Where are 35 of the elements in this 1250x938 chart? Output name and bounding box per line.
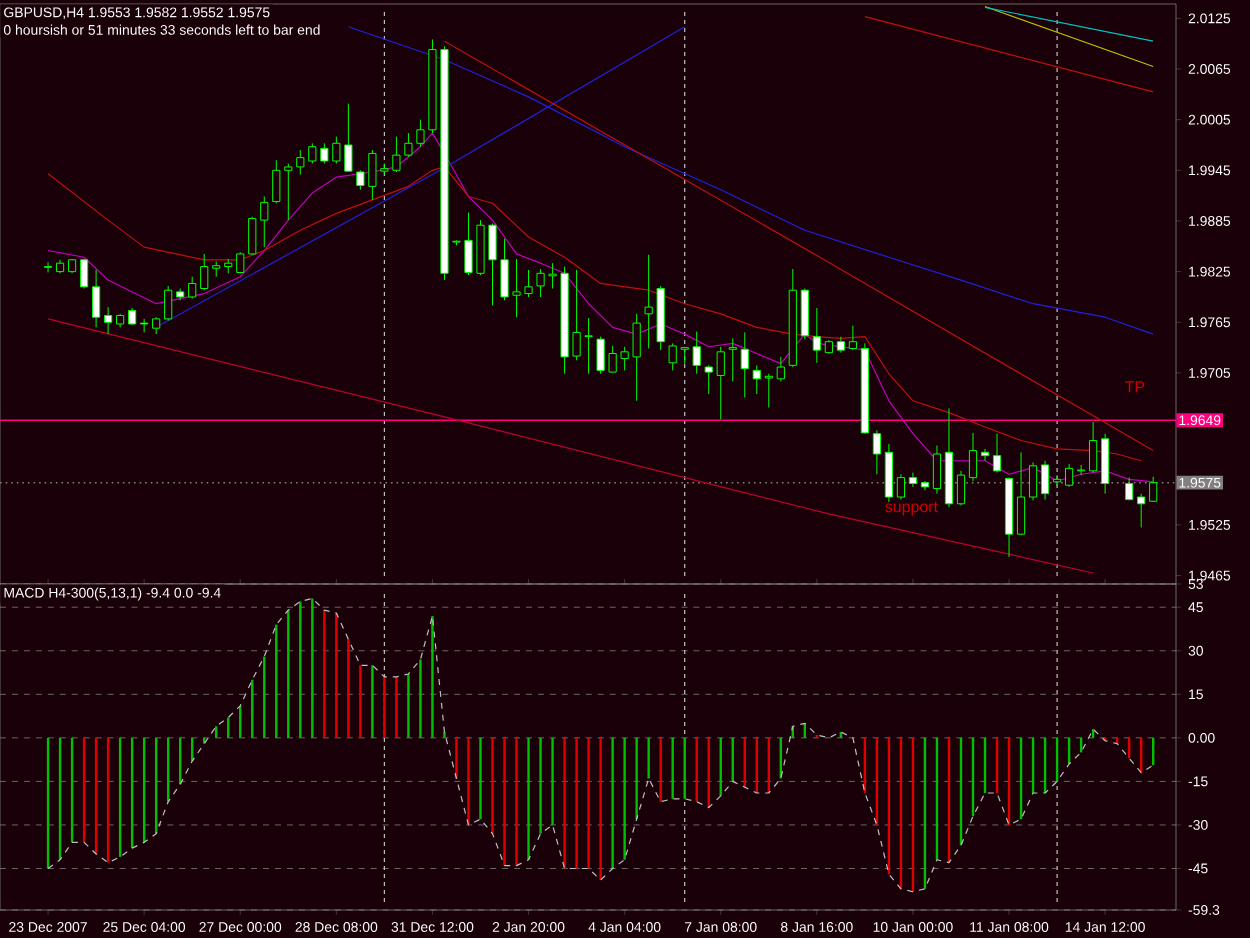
- candlestick: [812, 307, 821, 364]
- candlestick: [1040, 460, 1050, 501]
- candlestick: [1064, 463, 1074, 488]
- candlestick: [992, 433, 1002, 474]
- candlestick: [764, 373, 773, 409]
- candlestick: [1101, 433, 1110, 495]
- candlestick: [968, 432, 978, 482]
- candlestick: [800, 288, 809, 340]
- candlestick: [1028, 461, 1038, 501]
- candlestick: [932, 445, 942, 495]
- candlestick: [91, 269, 101, 328]
- candlestick: [43, 261, 53, 273]
- candlestick: [752, 364, 761, 395]
- candlestick: [908, 472, 918, 488]
- candlestick: [1149, 476, 1158, 503]
- candlestick: [1016, 451, 1026, 536]
- line-series: [47, 318, 1094, 574]
- candlestick: [956, 470, 966, 506]
- candlestick: [740, 331, 749, 398]
- candlestick: [104, 306, 113, 335]
- candlestick: [164, 285, 173, 322]
- candlestick: [884, 443, 894, 503]
- candlestick: [1089, 421, 1098, 474]
- candlestick: [188, 276, 197, 300]
- candlestick: [728, 337, 737, 382]
- candlestick: [872, 429, 881, 475]
- candlestick: [776, 356, 785, 382]
- candlestick: [896, 473, 906, 501]
- candlestick: [980, 448, 990, 462]
- candlestick: [1077, 464, 1086, 476]
- candlestick: [200, 253, 209, 291]
- candlestick: [1137, 493, 1146, 528]
- candlestick: [140, 318, 149, 333]
- candlestick: [848, 325, 857, 351]
- candlestick: [79, 258, 89, 290]
